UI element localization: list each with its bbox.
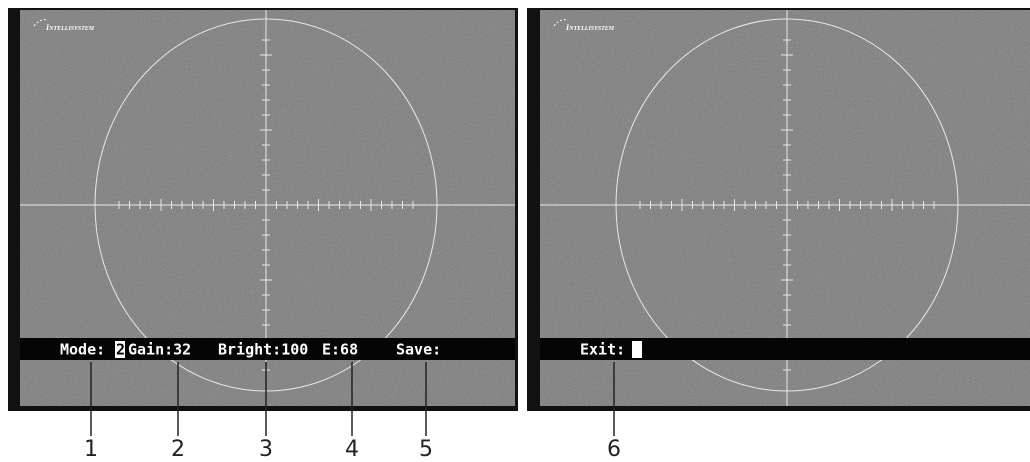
callout-number: 5 xyxy=(419,437,433,462)
logo: Intellisystem xyxy=(565,23,615,32)
osd-mode: Mode: xyxy=(60,341,105,359)
callout-number: 4 xyxy=(345,437,359,462)
callout-number: 2 xyxy=(171,437,185,462)
osd-exposure: E:68 xyxy=(322,341,358,359)
callout-number: 6 xyxy=(607,437,621,462)
callout-number: 1 xyxy=(84,437,98,462)
right-screen: Intellisystem Exit: xyxy=(527,8,1030,411)
osd-cursor xyxy=(632,341,642,358)
osd-save: Save: xyxy=(396,341,441,359)
osd-exit: Exit: xyxy=(580,341,625,359)
left-screen: Intellisystem Mode: 2 Gain:32 Bright:100… xyxy=(8,8,518,411)
osd-gain: Gain:32 xyxy=(128,341,191,359)
callout-number: 3 xyxy=(259,437,273,462)
figure: Intellisystem Mode: 2 Gain:32 Bright:100… xyxy=(0,0,1030,462)
osd-bright: Bright:100 xyxy=(218,341,308,359)
logo: Intellisystem xyxy=(45,23,95,32)
osd-mode-value: 2 xyxy=(116,341,125,359)
